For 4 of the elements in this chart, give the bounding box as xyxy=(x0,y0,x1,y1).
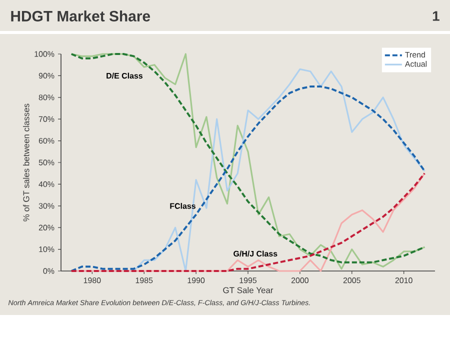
text: 1 xyxy=(432,11,440,21)
x-axis-title: GT Sale Year xyxy=(223,287,274,294)
y-axis-title: % of GT sales between classes xyxy=(23,104,30,222)
chart-title: HDGT Market Share xyxy=(11,10,150,22)
